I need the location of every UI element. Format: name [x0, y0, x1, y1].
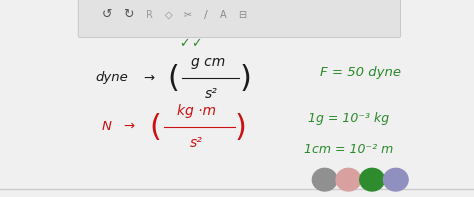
Text: g cm: g cm: [191, 55, 226, 69]
Text: 1cm = 10⁻² m: 1cm = 10⁻² m: [304, 143, 393, 156]
Text: F = 50 dyne: F = 50 dyne: [320, 66, 401, 79]
Text: ✓: ✓: [191, 37, 202, 50]
Text: N: N: [102, 120, 111, 133]
Text: (: (: [149, 112, 162, 142]
Text: s²: s²: [204, 86, 218, 101]
Text: ): ): [239, 64, 252, 93]
Text: s²: s²: [190, 136, 203, 150]
Text: ): ): [235, 112, 247, 142]
Text: →: →: [144, 71, 155, 84]
Text: 1g = 10⁻³ kg: 1g = 10⁻³ kg: [308, 112, 389, 125]
Text: (: (: [167, 64, 179, 93]
Text: ✂: ✂: [183, 10, 191, 20]
Text: A: A: [219, 10, 226, 20]
FancyBboxPatch shape: [78, 0, 401, 37]
Text: ↺: ↺: [101, 8, 112, 21]
Text: ◇: ◇: [164, 10, 172, 20]
Ellipse shape: [312, 168, 337, 191]
Ellipse shape: [360, 168, 384, 191]
Ellipse shape: [383, 168, 408, 191]
Text: ↻: ↻: [123, 8, 133, 21]
Text: /: /: [204, 10, 208, 20]
Text: kg ·m: kg ·m: [177, 104, 216, 118]
Text: ✓: ✓: [180, 37, 190, 50]
Text: →: →: [123, 120, 135, 133]
Text: R: R: [146, 10, 153, 20]
Text: dyne: dyne: [95, 71, 128, 84]
Text: ⊟: ⊟: [237, 10, 246, 20]
Ellipse shape: [336, 168, 361, 191]
